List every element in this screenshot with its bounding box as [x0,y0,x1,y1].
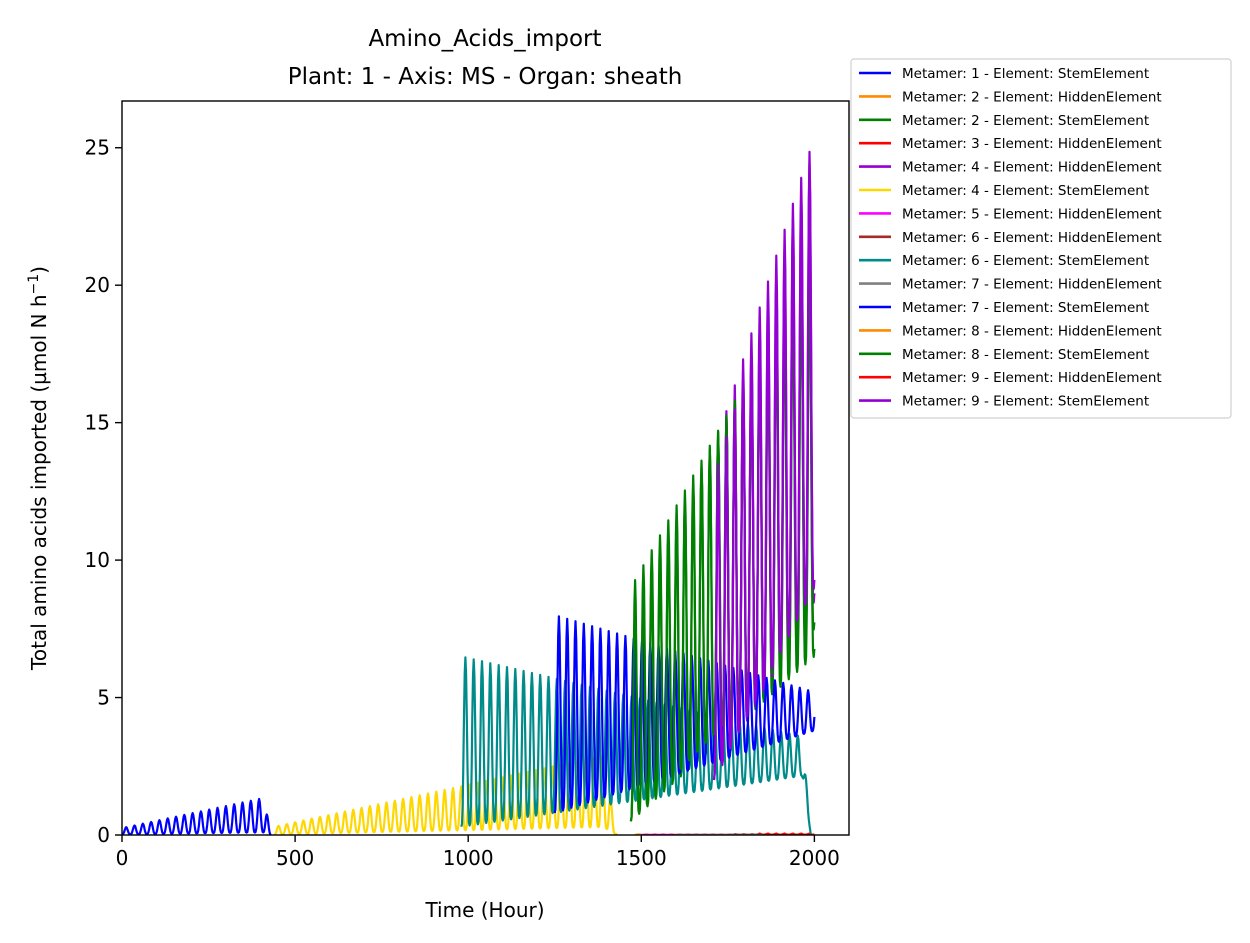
legend-entry: Metamer: 2 - Element: StemElement [902,113,1149,129]
legend-entry: Metamer: 6 - Element: HiddenElement [902,230,1162,246]
y-axis-label-sup: −1 [26,274,42,295]
y-tick-label: 0 [97,823,110,847]
x-tick-label: 0 [116,846,129,870]
y-axis-ticks: 0 5 10 15 20 25 [85,136,122,847]
x-tick-label: 1500 [616,846,667,870]
legend-entry: Metamer: 2 - Element: HiddenElement [902,89,1162,105]
x-axis-label: Time (Hour) [424,898,544,922]
legend-entry: Metamer: 1 - Element: StemElement [902,66,1149,82]
x-tick-label: 2000 [789,846,840,870]
y-axis-label: Total amino acids imported (µmol N h−1) [26,266,51,671]
legend-entry: Metamer: 9 - Element: StemElement [902,394,1149,410]
legend-entry: Metamer: 4 - Element: HiddenElement [902,160,1162,176]
series-line [460,656,812,835]
chart-subtitle: Plant: 1 - Axis: MS - Organ: sheath [288,64,683,90]
series-line [122,797,272,835]
y-tick-label: 5 [97,686,110,710]
series-line [712,162,816,781]
legend-entry: Metamer: 3 - Element: HiddenElement [902,136,1162,152]
y-tick-label: 25 [85,136,110,160]
legend-entry: Metamer: 8 - Element: StemElement [902,347,1149,363]
legend-entry: Metamer: 7 - Element: StemElement [902,300,1149,316]
legend-entry: Metamer: 4 - Element: StemElement [902,183,1149,199]
legend-box [850,58,1232,419]
y-axis-label-main: Total amino acids imported (µmol N h [27,294,51,670]
legend-entry: Metamer: 8 - Element: HiddenElement [902,323,1162,339]
y-tick-label: 15 [85,411,110,435]
legend-entry: Metamer: 7 - Element: HiddenElement [902,277,1162,293]
legend-entry: Metamer: 6 - Element: StemElement [902,253,1149,269]
legend: Metamer: 1 - Element: StemElement Metamer… [850,58,1232,419]
x-axis-ticks: 0 500 1000 1500 2000 [116,835,840,870]
y-tick-label: 20 [85,273,110,297]
y-axis-label-end: ) [27,266,51,274]
chart-title: Amino_Acids_import [368,26,601,52]
series-line [553,615,816,814]
x-tick-label: 1000 [443,846,494,870]
legend-entry: Metamer: 5 - Element: HiddenElement [902,206,1162,222]
legend-entry: Metamer: 9 - Element: HiddenElement [902,370,1162,386]
plot-frame [121,100,850,836]
y-tick-label: 10 [85,548,110,572]
x-tick-label: 500 [276,846,314,870]
